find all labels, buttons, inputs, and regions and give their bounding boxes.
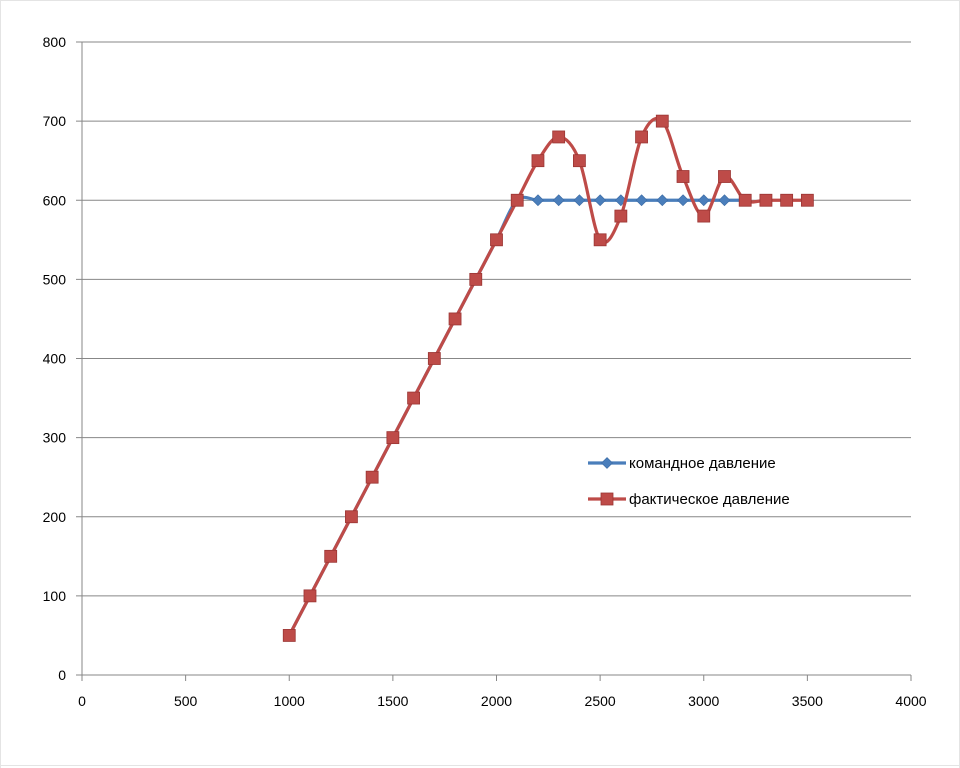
data-point[interactable] [573, 194, 586, 207]
data-point[interactable] [780, 193, 794, 207]
data-point[interactable] [552, 130, 566, 144]
series-line [287, 195, 746, 637]
data-point[interactable] [697, 209, 711, 223]
data-point[interactable] [655, 114, 669, 128]
x-tick-label: 3000 [688, 693, 719, 709]
data-point[interactable] [531, 154, 545, 168]
data-point[interactable] [656, 194, 669, 207]
data-point[interactable] [614, 209, 628, 223]
data-point[interactable] [594, 194, 607, 207]
x-tick-label: 500 [174, 693, 198, 709]
y-tick-label: 700 [43, 113, 67, 129]
y-tick-label: 100 [43, 588, 67, 604]
data-point[interactable] [718, 170, 731, 183]
y-tick-label: 0 [58, 667, 66, 683]
data-point[interactable] [448, 312, 462, 326]
x-tick-label: 4000 [895, 693, 926, 709]
legend-item[interactable]: фактическое давление [588, 491, 790, 508]
y-tick-label: 200 [43, 509, 67, 525]
data-point[interactable] [345, 510, 358, 524]
x-tick-label: 0 [78, 693, 86, 709]
data-point[interactable] [759, 193, 773, 207]
data-point[interactable] [469, 272, 483, 286]
legend-marker[interactable] [600, 492, 614, 506]
data-point[interactable] [573, 154, 586, 168]
y-tick-label: 800 [43, 34, 67, 50]
legend-item[interactable]: командное давление [588, 455, 776, 472]
legend: командное давление фактическое давление [588, 455, 790, 508]
data-point[interactable] [635, 194, 648, 207]
data-point[interactable] [282, 629, 296, 642]
data-point[interactable] [510, 193, 524, 207]
series-1 [283, 194, 752, 642]
data-point[interactable] [593, 233, 607, 247]
data-point[interactable] [738, 193, 752, 207]
data-point[interactable] [697, 194, 710, 207]
y-tick-label: 300 [43, 430, 67, 446]
y-tick-label: 600 [43, 192, 67, 208]
data-point[interactable] [427, 352, 441, 365]
legend-label: фактическое давление [629, 491, 790, 508]
data-point[interactable] [324, 549, 338, 563]
data-point[interactable] [552, 194, 565, 207]
data-point[interactable] [303, 589, 317, 603]
x-tick-label: 2000 [481, 693, 512, 709]
data-point[interactable] [677, 194, 689, 207]
data-point[interactable] [676, 170, 690, 183]
data-point[interactable] [718, 194, 731, 207]
x-tick-label: 3500 [792, 693, 823, 709]
x-tick-label: 2500 [585, 693, 616, 709]
data-point[interactable] [490, 233, 503, 247]
legend-marker[interactable] [601, 457, 613, 469]
data-point[interactable] [365, 470, 379, 484]
data-point[interactable] [386, 431, 400, 445]
x-tick-label: 1500 [377, 693, 408, 709]
y-tick-label: 400 [43, 351, 67, 367]
legend-label: командное давление [629, 455, 776, 472]
y-tick-label: 500 [43, 271, 67, 287]
data-point[interactable] [800, 193, 814, 207]
series-2 [282, 114, 814, 642]
x-tick-label: 1000 [274, 693, 305, 709]
data-point[interactable] [635, 130, 648, 144]
series-line [287, 117, 808, 637]
data-point[interactable] [407, 391, 421, 405]
data-point[interactable] [532, 194, 544, 207]
